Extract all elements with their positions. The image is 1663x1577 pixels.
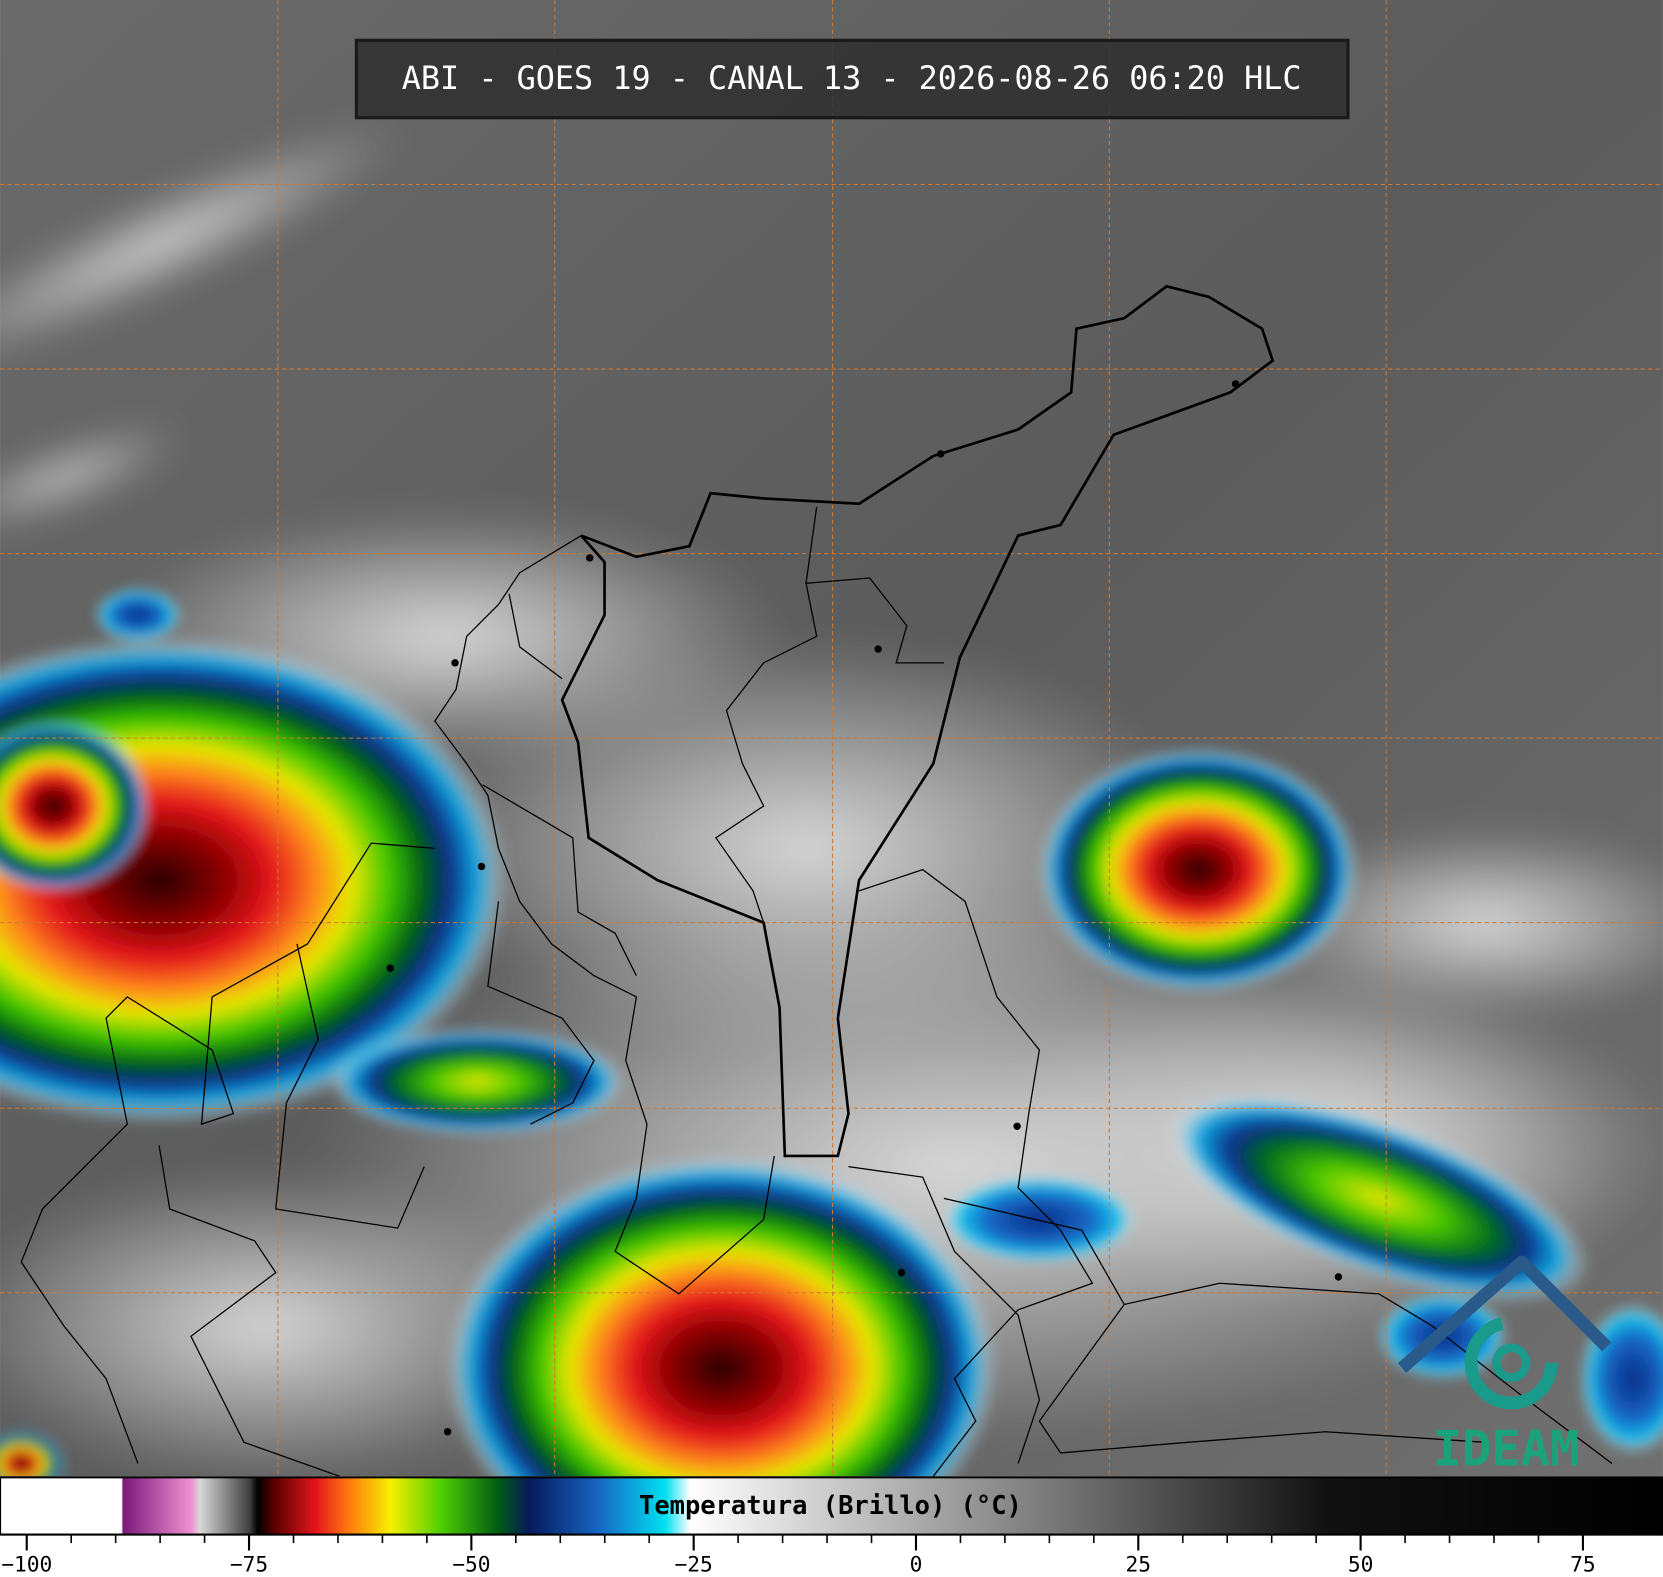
tick-label: 0 bbox=[910, 1553, 923, 1577]
colorbar: Temperatura (Brillo) (°C) −100 −75 −50 −25 0… bbox=[0, 1476, 1663, 1577]
logo: IDEAM bbox=[1397, 1255, 1612, 1478]
tick-label: −100 bbox=[1, 1553, 52, 1577]
tick-label: −75 bbox=[230, 1553, 268, 1577]
tick-label: −25 bbox=[675, 1553, 713, 1577]
tick-label: 50 bbox=[1348, 1553, 1374, 1577]
title-box: ABI - GOES 19 - CANAL 13 - 2026-08-26 06… bbox=[354, 38, 1350, 120]
tick-label: 75 bbox=[1570, 1553, 1596, 1577]
grid bbox=[0, 0, 1663, 1477]
title: ABI - GOES 19 - CANAL 13 - 2026-08-26 06… bbox=[402, 59, 1302, 97]
tick-label: 25 bbox=[1126, 1553, 1152, 1577]
colorbar-label: Temperatura (Brillo) (°C) bbox=[639, 1491, 1022, 1521]
borders bbox=[20, 284, 1613, 1477]
logo-text: IDEAM bbox=[1433, 1421, 1580, 1478]
city-markers bbox=[386, 380, 1343, 1436]
tick-label: −50 bbox=[452, 1553, 490, 1577]
